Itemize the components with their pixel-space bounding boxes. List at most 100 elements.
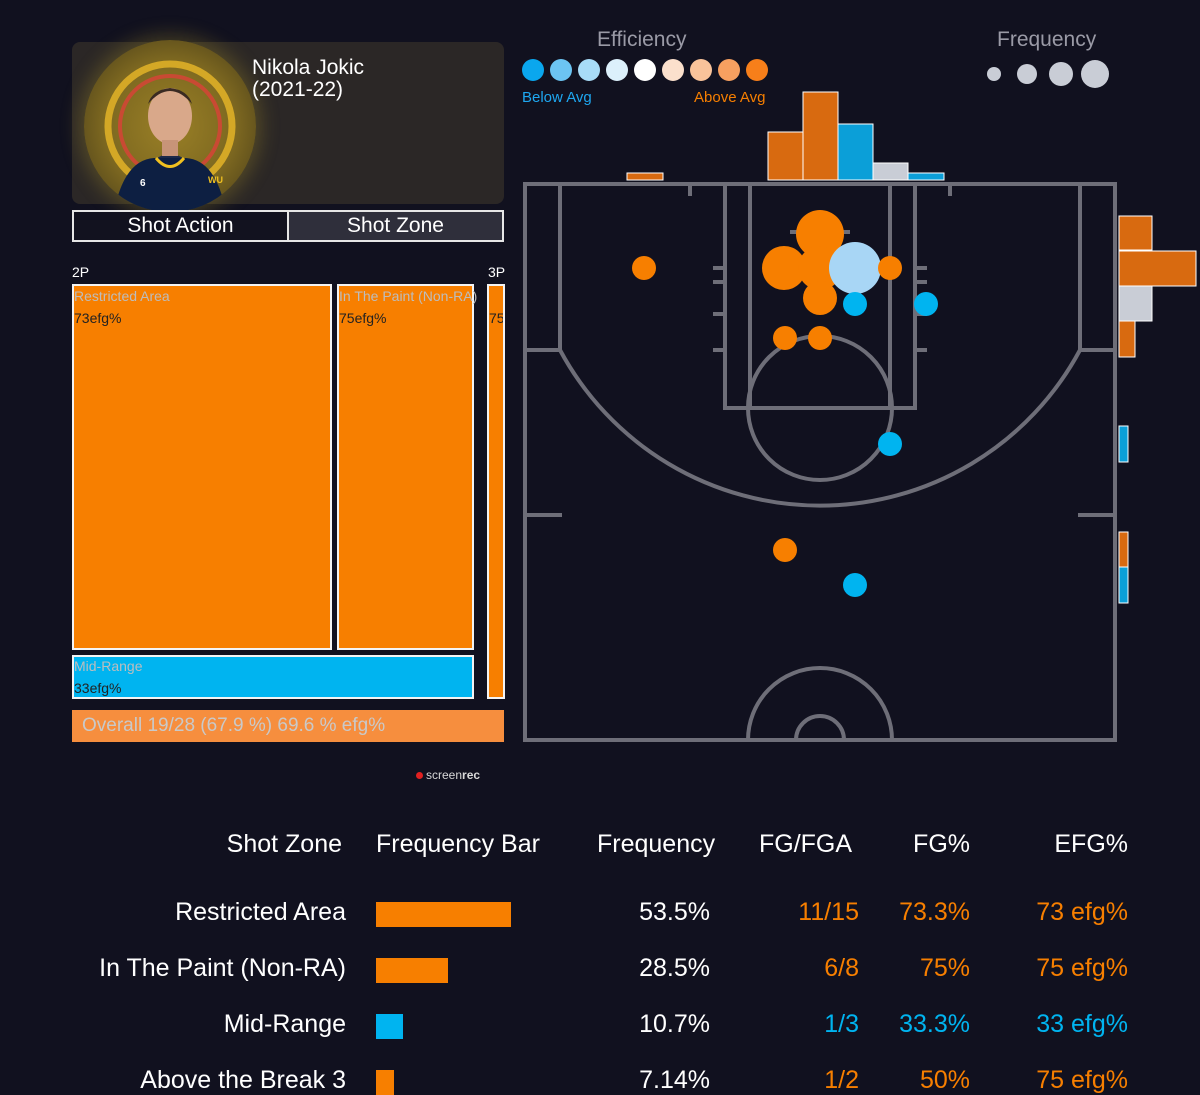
table-header-fg-pct: FG%	[913, 830, 970, 858]
table-header-efg-pct: EFG%	[1054, 830, 1128, 858]
efficiency-scale-dot	[662, 59, 684, 81]
efficiency-scale-dot	[578, 59, 600, 81]
hist-right-bar	[1118, 425, 1129, 463]
shot-markers	[632, 210, 938, 597]
shot-marker[interactable]	[803, 281, 837, 315]
hist-top-bar	[626, 172, 664, 181]
overall-summary: Overall 19/28 (67.9 %) 69.6 % efg%	[72, 710, 504, 742]
table-header-frequency: Frequency	[597, 830, 716, 858]
efficiency-scale-dot	[606, 59, 628, 81]
treemap-block-value: 75efg%	[489, 310, 505, 326]
svg-text:WU: WU	[208, 175, 223, 185]
frequency-bar	[376, 1070, 394, 1095]
treemap-block-name: Mid-Range	[74, 658, 143, 674]
efficiency-scale-dot	[690, 59, 712, 81]
efficiency-legend-title: Efficiency	[597, 28, 687, 51]
freq-size-4	[1081, 60, 1109, 88]
treemap-mid-range[interactable]: Mid-Range 33efg%	[72, 655, 474, 699]
table-cell-efg-pct: 75 efg%	[1036, 1066, 1128, 1094]
legend-below-avg: Below Avg	[522, 89, 592, 106]
shot-marker[interactable]	[773, 538, 797, 562]
shot-marker[interactable]	[632, 256, 656, 280]
table-cell-zone: Mid-Range	[223, 1010, 346, 1038]
shot-zone-tab[interactable]: Shot Zone	[287, 210, 504, 242]
table-cell-fg-pct: 50%	[919, 1066, 970, 1094]
shot-marker[interactable]	[878, 256, 902, 280]
table-cell-fg-pct: 33.3%	[899, 1010, 970, 1038]
table-cell-efg-pct: 75 efg%	[1036, 954, 1128, 982]
hist-right-bar	[1118, 215, 1153, 251]
watermark-brand-a: screen	[426, 768, 463, 782]
shot-marker[interactable]	[843, 292, 867, 316]
hist-top-bar	[802, 91, 839, 181]
hist-right-bar	[1118, 250, 1197, 287]
player-season: (2021-22)	[252, 78, 344, 101]
table-header-fg-fga: FG/FGA	[759, 830, 853, 858]
treemap-in-the-paint[interactable]: In The Paint (Non-RA) 75efg%	[337, 284, 478, 650]
efficiency-scale-dot	[718, 59, 740, 81]
frequency-bar	[376, 902, 511, 927]
treemap-block-name: Restricted Area	[74, 288, 170, 304]
hist-top-bar	[907, 172, 945, 181]
efficiency-scale-dot	[634, 59, 656, 81]
record-dot-icon	[416, 772, 423, 779]
hist-right-bar	[1118, 285, 1153, 322]
hist-top-bar	[767, 131, 804, 181]
watermark-brand-b: rec	[462, 768, 481, 782]
legend-above-avg: Above Avg	[694, 89, 766, 106]
treemap-block-value: 73efg%	[74, 310, 122, 326]
table-cell-fg-pct: 73.3%	[899, 898, 970, 926]
table-cell-fg-pct: 75%	[919, 954, 970, 982]
frequency-legend-title: Frequency	[997, 28, 1097, 51]
treemap-block-value: 33efg%	[74, 680, 122, 696]
treemap-block-name: In The Paint (Non-RA)	[339, 288, 478, 304]
efficiency-scale-dot	[746, 59, 768, 81]
shot-marker[interactable]	[914, 292, 938, 316]
treemap-3p-label: 3P	[488, 264, 506, 280]
hist-top-bar	[837, 123, 874, 181]
table-cell-zone: Restricted Area	[175, 898, 346, 926]
shot-marker[interactable]	[878, 432, 902, 456]
player-name: Nikola Jokic	[252, 56, 365, 79]
table-header-frequency-bar: Frequency Bar	[376, 830, 540, 858]
freq-size-3	[1049, 62, 1073, 86]
table-cell-fg-fga: 6/8	[824, 954, 859, 982]
treemap-2p-label: 2P	[72, 264, 90, 280]
table-cell-fg-fga: 1/2	[824, 1066, 859, 1094]
screenrec-watermark: screenrec	[416, 768, 480, 782]
frequency-legend-scale	[987, 60, 1109, 88]
player-avatar: WU 6	[84, 40, 256, 212]
hist-right-bar	[1118, 531, 1129, 568]
svg-text:6: 6	[140, 178, 146, 189]
shot-marker[interactable]	[796, 210, 844, 258]
table-cell-zone: Above the Break 3	[140, 1066, 346, 1094]
hist-right-bar	[1118, 566, 1129, 604]
treemap-block-value: 75efg%	[339, 310, 387, 326]
shot-marker[interactable]	[798, 246, 842, 290]
shot-action-tab[interactable]: Shot Action	[72, 210, 289, 242]
hist-right-bar	[1118, 320, 1136, 358]
table-cell-fg-fga: 11/15	[798, 898, 859, 926]
shot-marker[interactable]	[829, 242, 881, 294]
freq-size-1	[987, 67, 1001, 81]
freq-size-2	[1017, 64, 1037, 84]
shot-marker[interactable]	[762, 246, 806, 290]
team-logo-icon: WU 6	[104, 60, 236, 212]
table-cell-frequency: 28.5%	[639, 954, 710, 982]
hist-top-bar	[872, 162, 909, 181]
treemap-restricted-area[interactable]: Restricted Area 73efg%	[72, 284, 332, 650]
efficiency-scale-dot	[550, 59, 572, 81]
shot-marker[interactable]	[773, 326, 797, 350]
table-cell-frequency: 53.5%	[639, 898, 710, 926]
frequency-bar	[376, 1014, 403, 1039]
shot-chart	[523, 91, 1197, 742]
table-cell-efg-pct: 33 efg%	[1036, 1010, 1128, 1038]
efficiency-legend-scale	[522, 59, 768, 81]
table-cell-zone: In The Paint (Non-RA)	[99, 954, 346, 982]
table-header-shot-zone: Shot Zone	[226, 830, 342, 858]
table-cell-frequency: 7.14%	[639, 1066, 710, 1094]
shot-marker[interactable]	[808, 326, 832, 350]
shot-marker[interactable]	[843, 573, 867, 597]
frequency-bar	[376, 958, 448, 983]
treemap-above-break-3[interactable]: 75efg%	[487, 284, 505, 699]
